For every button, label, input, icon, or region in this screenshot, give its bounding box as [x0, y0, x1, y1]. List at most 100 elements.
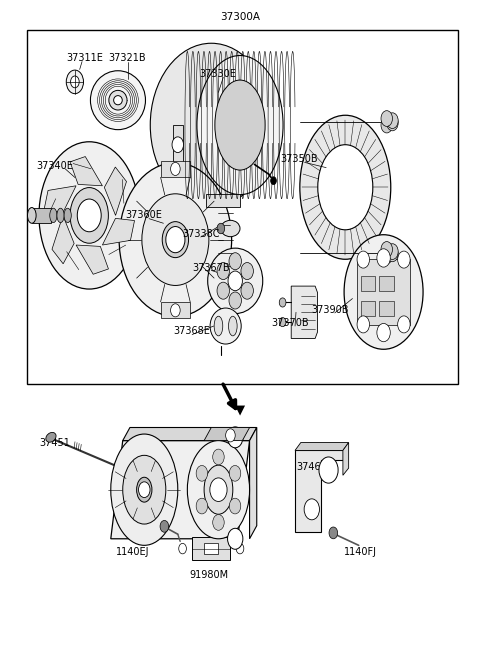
Circle shape [357, 316, 370, 333]
Bar [379, 276, 394, 291]
FancyArrowPatch shape [223, 384, 236, 409]
Text: 37460: 37460 [297, 462, 327, 472]
Polygon shape [102, 218, 134, 245]
Circle shape [387, 115, 398, 131]
Ellipse shape [39, 142, 140, 289]
Bar [361, 276, 375, 291]
Circle shape [196, 466, 208, 482]
Circle shape [166, 226, 185, 253]
Ellipse shape [109, 91, 127, 110]
Ellipse shape [318, 145, 373, 230]
Polygon shape [357, 259, 410, 325]
Bar [204, 543, 218, 554]
Circle shape [319, 457, 338, 483]
Circle shape [77, 199, 101, 232]
Polygon shape [291, 286, 318, 338]
Ellipse shape [221, 220, 240, 237]
Text: 91980M: 91980M [190, 571, 229, 581]
Circle shape [229, 253, 241, 270]
Ellipse shape [187, 441, 250, 539]
Polygon shape [206, 194, 240, 207]
Ellipse shape [162, 222, 189, 258]
Polygon shape [343, 443, 348, 476]
Bar [27, 30, 458, 384]
Circle shape [397, 316, 410, 333]
Polygon shape [44, 186, 76, 213]
Ellipse shape [46, 432, 56, 442]
Text: 37451: 37451 [39, 438, 70, 447]
Circle shape [357, 251, 370, 268]
Polygon shape [295, 451, 343, 532]
Ellipse shape [210, 308, 241, 344]
Circle shape [381, 111, 393, 127]
Circle shape [271, 176, 276, 184]
Ellipse shape [214, 316, 223, 336]
Polygon shape [123, 428, 257, 441]
Circle shape [229, 292, 241, 309]
Circle shape [172, 137, 183, 153]
Ellipse shape [150, 43, 272, 207]
Circle shape [397, 251, 410, 268]
Circle shape [217, 223, 225, 234]
Bar [361, 300, 375, 316]
Circle shape [329, 527, 337, 539]
Ellipse shape [57, 208, 64, 222]
Text: 37321B: 37321B [108, 53, 146, 63]
Text: 1140EJ: 1140EJ [116, 547, 149, 557]
Circle shape [228, 528, 243, 549]
Polygon shape [32, 207, 51, 223]
Ellipse shape [111, 434, 178, 545]
Circle shape [170, 304, 180, 317]
Polygon shape [52, 215, 74, 264]
Text: 1140FJ: 1140FJ [344, 547, 377, 557]
Text: 37390B: 37390B [311, 304, 348, 315]
Circle shape [387, 113, 398, 129]
Polygon shape [104, 167, 127, 215]
Circle shape [213, 514, 224, 530]
Ellipse shape [123, 455, 166, 524]
Text: 37340E: 37340E [36, 161, 73, 171]
Circle shape [196, 498, 208, 514]
Polygon shape [250, 428, 257, 539]
Polygon shape [111, 441, 250, 539]
Circle shape [213, 449, 224, 465]
Circle shape [236, 543, 244, 554]
Circle shape [304, 499, 320, 520]
Ellipse shape [119, 163, 232, 317]
Circle shape [387, 244, 398, 259]
Text: 37300A: 37300A [220, 12, 260, 22]
Circle shape [241, 282, 253, 299]
Polygon shape [204, 428, 250, 441]
Circle shape [387, 246, 398, 262]
Text: 37311E: 37311E [67, 53, 104, 63]
Ellipse shape [228, 316, 237, 336]
Circle shape [229, 466, 241, 482]
Circle shape [381, 248, 393, 264]
Circle shape [217, 282, 229, 299]
Polygon shape [161, 161, 190, 177]
Ellipse shape [70, 188, 108, 243]
Circle shape [217, 262, 229, 279]
Circle shape [241, 262, 253, 279]
Circle shape [160, 520, 168, 532]
Text: 37360E: 37360E [125, 211, 162, 220]
Text: 37330E: 37330E [199, 69, 236, 79]
Ellipse shape [344, 235, 423, 349]
Polygon shape [76, 245, 108, 274]
Circle shape [71, 76, 79, 88]
Text: 37368E: 37368E [173, 326, 210, 337]
Polygon shape [161, 302, 190, 318]
Circle shape [377, 323, 390, 342]
Ellipse shape [208, 248, 263, 314]
Polygon shape [295, 443, 348, 451]
Circle shape [229, 498, 241, 514]
Ellipse shape [64, 208, 72, 222]
Circle shape [279, 318, 286, 327]
Circle shape [170, 163, 180, 175]
Ellipse shape [215, 80, 265, 170]
Bar [379, 300, 394, 316]
Ellipse shape [137, 478, 152, 502]
Ellipse shape [142, 194, 209, 285]
Circle shape [377, 249, 390, 267]
Polygon shape [192, 537, 230, 560]
